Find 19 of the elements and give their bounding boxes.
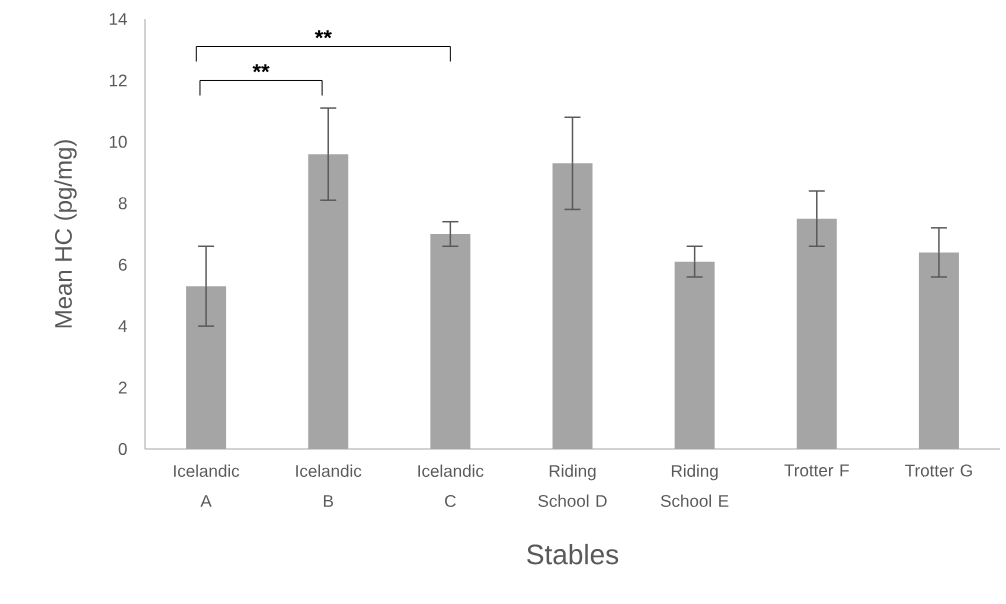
x-tick-label: Trotter F <box>784 464 849 477</box>
x-tick-label: Riding School E <box>660 464 729 508</box>
x-tick-label: Icelandic C <box>418 464 484 508</box>
y-tick-label: 14 <box>109 13 127 25</box>
annotation: ** <box>314 30 332 39</box>
y-tick-label: 10 <box>109 135 127 148</box>
y-tick-label: 2 <box>118 381 127 394</box>
x-axis-title: Stables <box>527 543 619 565</box>
y-tick-label: 0 <box>118 442 127 456</box>
y-tick-label: 4 <box>118 320 127 332</box>
y-tick-label: 8 <box>118 197 127 210</box>
annotation: ** <box>252 64 270 73</box>
x-tick-label: Trotter G <box>905 464 972 477</box>
x-tick-label: Riding School D <box>538 464 607 508</box>
y-tick-label: 12 <box>109 74 127 87</box>
x-tick-label: Icelandic B <box>296 464 362 507</box>
x-tick-label: Icelandic A <box>174 464 240 507</box>
y-tick-label: 6 <box>118 258 127 271</box>
y-axis-title: Mean HC (pg/mg) <box>54 140 77 328</box>
